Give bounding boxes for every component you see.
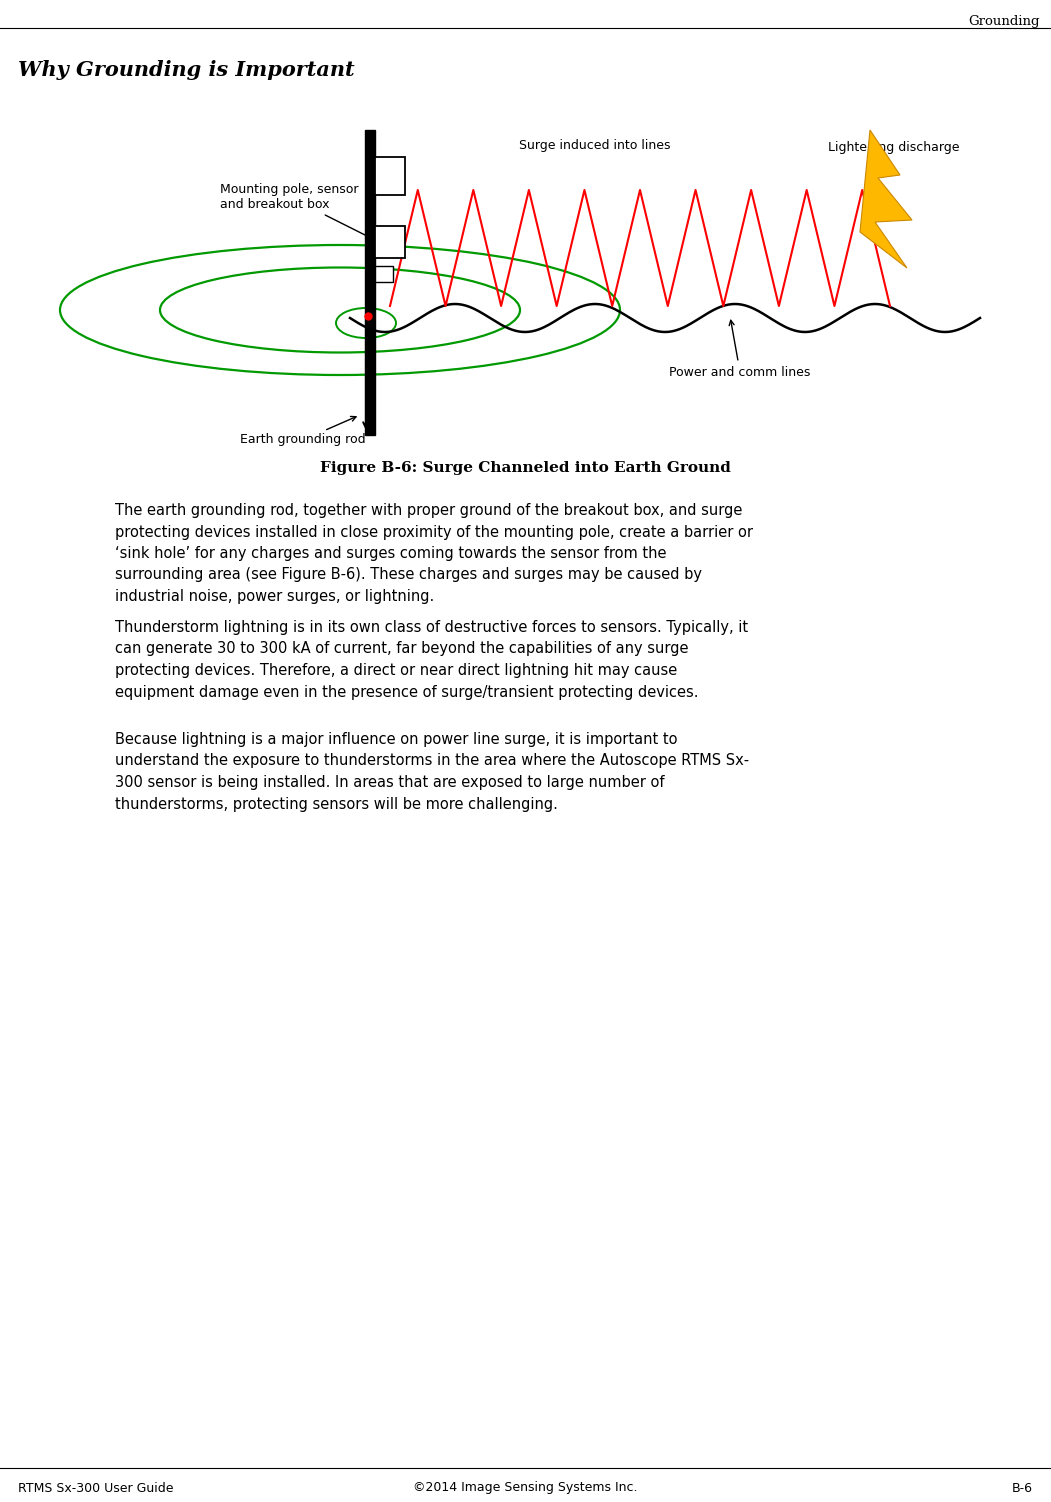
Bar <box>375 266 393 282</box>
Bar <box>375 225 405 258</box>
Text: thunderstorms, protecting sensors will be more challenging.: thunderstorms, protecting sensors will b… <box>115 796 558 811</box>
Text: Figure B-6: Surge Channeled into Earth Ground: Figure B-6: Surge Channeled into Earth G… <box>320 461 730 475</box>
Text: Why Grounding is Important: Why Grounding is Important <box>18 60 354 80</box>
Text: 300 sensor is being installed. In areas that are exposed to large number of: 300 sensor is being installed. In areas … <box>115 775 664 790</box>
Text: B-6: B-6 <box>1012 1481 1033 1494</box>
Text: Mounting pole, sensor
and breakout box: Mounting pole, sensor and breakout box <box>220 183 371 237</box>
Text: protecting devices installed in close proximity of the mounting pole, create a b: protecting devices installed in close pr… <box>115 524 753 539</box>
Text: Grounding: Grounding <box>969 15 1040 29</box>
Text: surrounding area (see Figure B-6). These charges and surges may be caused by: surrounding area (see Figure B-6). These… <box>115 568 702 583</box>
Text: RTMS Sx-300 User Guide: RTMS Sx-300 User Guide <box>18 1481 173 1494</box>
Text: Power and comm lines: Power and comm lines <box>669 320 810 379</box>
Bar <box>375 158 405 195</box>
Text: protecting devices. Therefore, a direct or near direct lightning hit may cause: protecting devices. Therefore, a direct … <box>115 662 677 677</box>
Text: Thunderstorm lightning is in its own class of destructive forces to sensors. Typ: Thunderstorm lightning is in its own cla… <box>115 620 748 635</box>
Text: Lightening discharge: Lightening discharge <box>828 141 960 155</box>
Text: Because lightning is a major influence on power line surge, it is important to: Because lightning is a major influence o… <box>115 731 678 746</box>
Text: ‘sink hole’ for any charges and surges coming towards the sensor from the: ‘sink hole’ for any charges and surges c… <box>115 547 666 562</box>
Text: The earth grounding rod, together with proper ground of the breakout box, and su: The earth grounding rod, together with p… <box>115 503 742 518</box>
Polygon shape <box>860 131 912 267</box>
Text: Earth grounding rod: Earth grounding rod <box>240 416 366 446</box>
Bar <box>365 131 375 436</box>
Text: can generate 30 to 300 kA of current, far beyond the capabilities of any surge: can generate 30 to 300 kA of current, fa… <box>115 641 688 656</box>
Text: understand the exposure to thunderstorms in the area where the Autoscope RTMS Sx: understand the exposure to thunderstorms… <box>115 754 749 769</box>
Text: ©2014 Image Sensing Systems Inc.: ©2014 Image Sensing Systems Inc. <box>413 1481 637 1494</box>
Text: Surge induced into lines: Surge induced into lines <box>519 138 671 152</box>
Text: industrial noise, power surges, or lightning.: industrial noise, power surges, or light… <box>115 589 434 604</box>
Text: equipment damage even in the presence of surge/transient protecting devices.: equipment damage even in the presence of… <box>115 685 699 700</box>
